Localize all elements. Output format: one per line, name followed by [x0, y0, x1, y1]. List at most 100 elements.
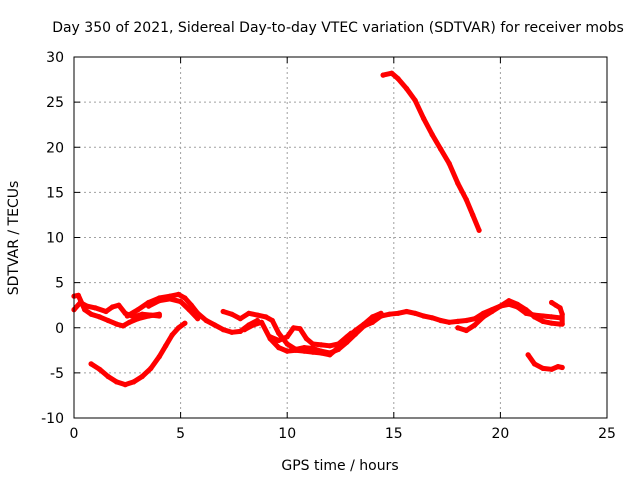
grid-lines — [74, 57, 607, 418]
x-tick-label: 15 — [385, 426, 403, 442]
data-point — [291, 325, 297, 331]
data-point — [237, 316, 243, 322]
data-point — [514, 301, 521, 307]
data-point — [156, 298, 162, 304]
data-point — [506, 298, 512, 304]
data-point — [549, 366, 555, 372]
data-point — [557, 305, 563, 311]
data-point — [327, 343, 333, 349]
data-point — [404, 86, 410, 92]
data-point — [126, 319, 132, 325]
x-tick-label: 25 — [598, 426, 616, 442]
data-point — [389, 70, 395, 76]
data-point — [131, 379, 137, 385]
data-point — [429, 315, 435, 321]
data-point — [549, 320, 555, 326]
data-point — [229, 311, 235, 317]
data-point — [472, 316, 478, 322]
data-point — [380, 72, 386, 78]
data-point — [446, 319, 452, 325]
y-tick-label: 5 — [55, 276, 64, 292]
x-tick-label: 20 — [491, 426, 509, 442]
chart-title: Day 350 of 2021, Sidereal Day-to-day VTE… — [52, 20, 624, 36]
data-point — [88, 311, 94, 317]
data-point — [540, 313, 546, 319]
data-point — [310, 349, 316, 355]
data-point — [139, 373, 145, 380]
data-point — [310, 341, 316, 347]
data-point — [421, 313, 427, 319]
data-point — [553, 302, 559, 308]
data-point — [378, 310, 384, 316]
data-point — [361, 321, 367, 327]
data-point — [182, 320, 188, 326]
data-point — [455, 325, 461, 331]
data-point — [463, 327, 469, 334]
data-point — [276, 330, 282, 336]
data-point — [220, 308, 226, 315]
data-point — [250, 322, 256, 328]
data-point — [156, 354, 162, 360]
data-point — [105, 317, 111, 324]
data-point — [352, 327, 358, 334]
data-point — [229, 329, 235, 335]
data-point — [318, 342, 324, 348]
data-point — [559, 311, 565, 317]
data-point — [105, 373, 111, 380]
data-point — [220, 327, 226, 333]
data-point — [297, 326, 303, 332]
data-point — [267, 334, 273, 340]
data-point — [348, 330, 354, 336]
data-point — [124, 313, 130, 319]
x-tick-label: 0 — [70, 426, 79, 442]
data-point — [429, 132, 435, 138]
data-point — [212, 322, 218, 328]
data-point — [540, 318, 546, 324]
data-point — [97, 314, 103, 320]
y-tick-label: 15 — [46, 185, 64, 201]
data-point — [335, 341, 341, 347]
data-point — [463, 197, 469, 203]
data-point — [438, 317, 444, 324]
data-point — [327, 352, 333, 358]
y-axis-label: SDTVAR / TECUs — [6, 181, 22, 296]
data-point — [421, 115, 427, 121]
data-point — [88, 361, 94, 367]
data-point — [146, 303, 152, 309]
data-point — [480, 314, 486, 320]
data-point — [175, 325, 182, 331]
data-point — [555, 364, 561, 370]
data-point — [293, 347, 299, 353]
data-point — [82, 307, 88, 313]
data-point — [203, 317, 209, 324]
data-point — [438, 146, 444, 152]
data-point — [237, 328, 243, 334]
x-tick-label: 10 — [278, 426, 296, 442]
data-point — [103, 308, 109, 315]
data-point — [284, 334, 290, 340]
data-point — [463, 317, 469, 324]
data-point — [284, 341, 290, 347]
data-point — [175, 291, 182, 297]
data-point — [446, 160, 452, 167]
data-point — [116, 302, 122, 308]
data-point — [303, 336, 309, 342]
data-point — [276, 345, 282, 351]
y-tick-label: 25 — [46, 95, 64, 111]
axis-ticks: 0 5 10 15 20 25 -10 -5 0 5 10 15 20 25 30 — [41, 50, 616, 442]
series-line-arc-4 — [124, 291, 260, 335]
data-point — [369, 314, 376, 320]
data-point — [559, 364, 565, 371]
y-tick-label: 0 — [55, 321, 64, 337]
data-point — [146, 313, 152, 319]
data-point — [109, 304, 115, 310]
y-tick-label: 30 — [46, 50, 64, 66]
y-tick-label: 10 — [46, 231, 64, 247]
data-point — [549, 314, 555, 320]
data-point — [489, 308, 495, 315]
data-point — [259, 319, 265, 325]
data-point — [559, 321, 565, 327]
data-point — [386, 311, 393, 317]
series-line-arc-9 — [380, 70, 482, 233]
